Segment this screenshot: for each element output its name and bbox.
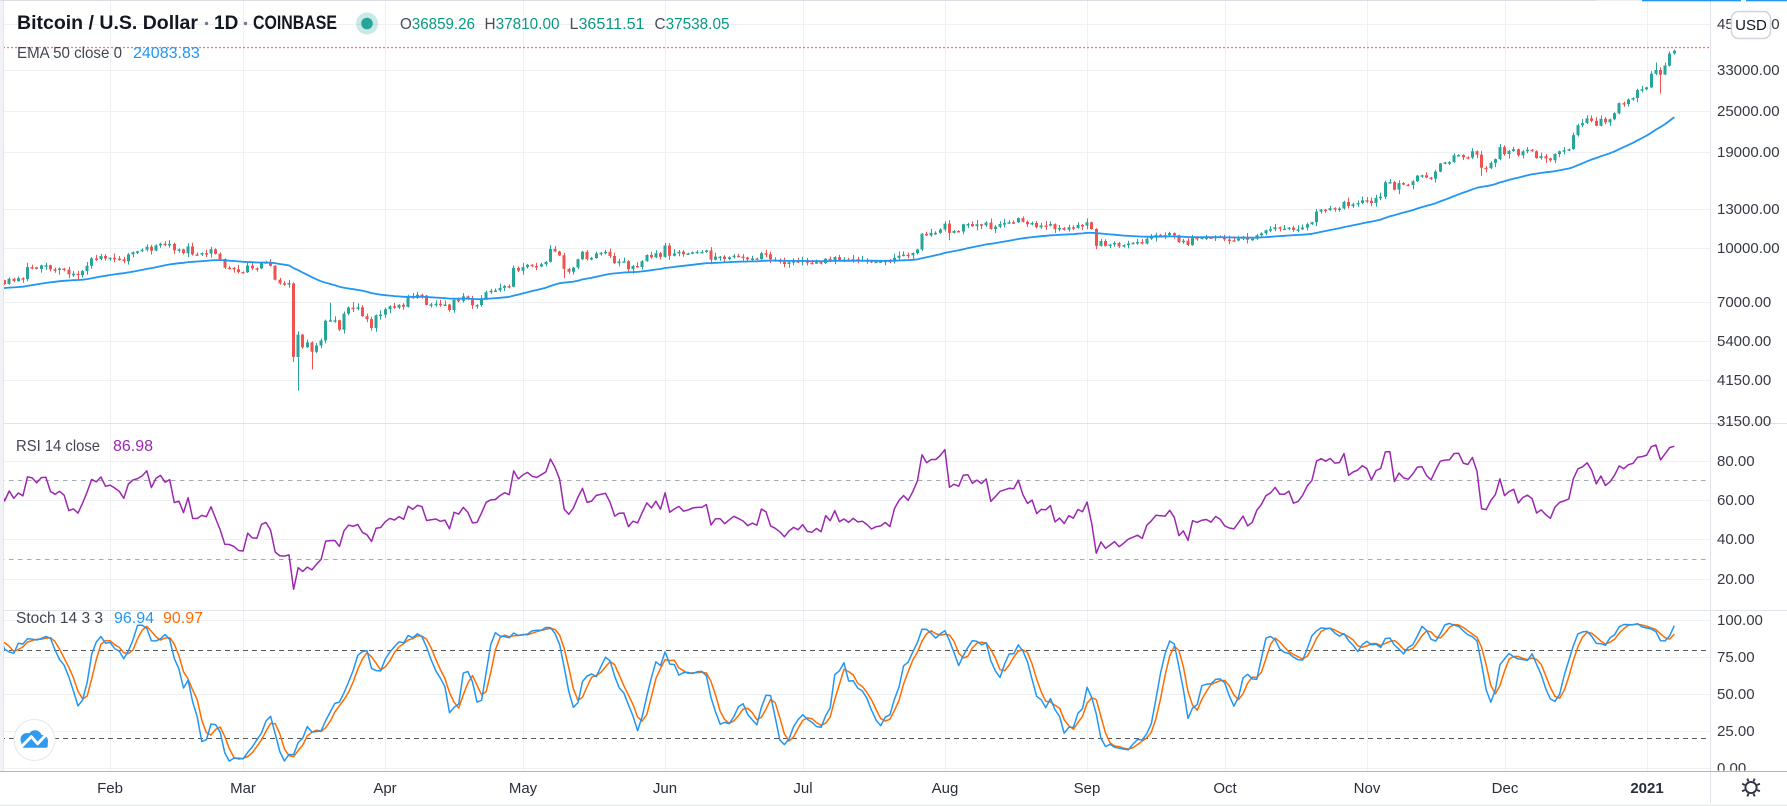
svg-text:75.00: 75.00 <box>1717 649 1755 666</box>
svg-text:O36859.26: O36859.26 <box>400 16 475 33</box>
svg-text:Aug: Aug <box>932 780 959 797</box>
svg-text:24083.83: 24083.83 <box>133 45 200 62</box>
svg-text:Dec: Dec <box>1492 780 1519 797</box>
svg-text:Apr: Apr <box>373 780 396 797</box>
svg-text:40.00: 40.00 <box>1717 531 1755 548</box>
svg-text:H37810.00: H37810.00 <box>485 16 560 33</box>
svg-text:20.00: 20.00 <box>1717 571 1755 588</box>
svg-text:RSI 14 close: RSI 14 close <box>16 438 100 455</box>
svg-text:0.00: 0.00 <box>1717 760 1746 777</box>
svg-text:1D: 1D <box>214 13 238 34</box>
svg-text:25.00: 25.00 <box>1717 723 1755 740</box>
svg-text:60.00: 60.00 <box>1717 492 1755 509</box>
svg-text:L36511.51: L36511.51 <box>570 16 645 33</box>
svg-text:10000.00: 10000.00 <box>1717 240 1780 257</box>
svg-text:13000.00: 13000.00 <box>1717 201 1780 218</box>
svg-text:96.94: 96.94 <box>114 610 154 627</box>
svg-text:86.98: 86.98 <box>113 438 153 455</box>
svg-text:EMA 50 close 0: EMA 50 close 0 <box>17 45 122 62</box>
svg-text:USD: USD <box>1735 17 1767 34</box>
svg-text:Jun: Jun <box>653 780 677 797</box>
svg-text:Mar: Mar <box>230 780 256 797</box>
svg-text:90.97: 90.97 <box>163 610 203 627</box>
svg-text:Oct: Oct <box>1213 780 1237 797</box>
svg-text:Jul: Jul <box>793 780 812 797</box>
svg-text:100.00: 100.00 <box>1717 612 1763 629</box>
svg-text:19000.00: 19000.00 <box>1717 144 1780 161</box>
svg-text:4150.00: 4150.00 <box>1717 372 1771 389</box>
svg-text:Bitcoin / U.S. Dollar: Bitcoin / U.S. Dollar <box>17 13 199 34</box>
svg-text:80.00: 80.00 <box>1717 453 1755 470</box>
svg-text:2021: 2021 <box>1630 780 1663 797</box>
svg-text:May: May <box>509 780 538 797</box>
svg-text:3150.00: 3150.00 <box>1717 413 1771 430</box>
svg-text:Stoch 14 3 3: Stoch 14 3 3 <box>16 610 103 627</box>
svg-text:5400.00: 5400.00 <box>1717 333 1771 350</box>
svg-text:Nov: Nov <box>1354 780 1381 797</box>
svg-text:7000.00: 7000.00 <box>1717 294 1771 311</box>
svg-text:Sep: Sep <box>1074 780 1101 797</box>
svg-text:25000.00: 25000.00 <box>1717 103 1780 120</box>
svg-text:Feb: Feb <box>97 780 123 797</box>
svg-text:50.00: 50.00 <box>1717 686 1755 703</box>
svg-text:C37538.05: C37538.05 <box>655 16 730 33</box>
svg-text:33000.00: 33000.00 <box>1717 62 1780 79</box>
svg-text:COINBASE: COINBASE <box>253 13 337 34</box>
